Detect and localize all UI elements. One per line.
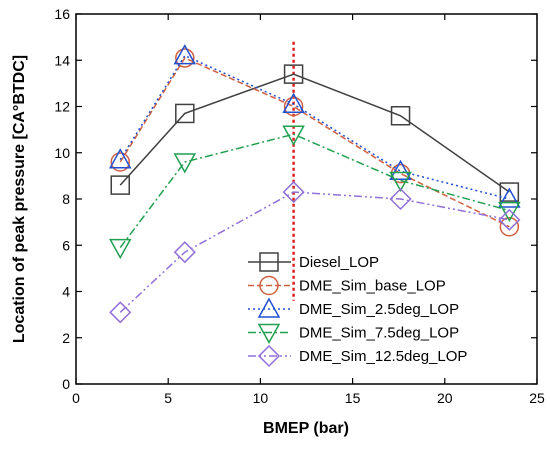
data-point [109, 301, 132, 324]
series-2 [110, 48, 520, 237]
data-point [389, 187, 412, 211]
data-point [175, 103, 195, 124]
x-axis-title: BMEP (bar) [263, 420, 349, 437]
data-point [389, 159, 412, 180]
legend-label: Diesel_LOP [299, 254, 379, 271]
x-tick-label: 5 [164, 390, 172, 406]
legend-label: DME_Sim_base_LOP [299, 278, 446, 295]
series-line [119, 56, 510, 228]
y-tick-label: 16 [54, 6, 70, 22]
data-point [173, 241, 196, 264]
y-axis: 0 2 4 6 8 10 12 14 16 [54, 6, 537, 392]
data-point [282, 125, 305, 146]
data-point [173, 153, 197, 174]
legend-marker [257, 297, 281, 318]
y-tick-label: 0 [62, 376, 70, 392]
series-5 [109, 181, 521, 324]
series-1 [110, 64, 520, 202]
data-point [498, 201, 521, 223]
series-line [119, 191, 510, 313]
x-tick-label: 15 [345, 390, 361, 406]
legend: Diesel_LOP DME_Sim_base_LOP DME_Sim_2.5deg… [248, 252, 467, 368]
y-axis-title: Location of peak pressure [CA°BTDC] [11, 55, 28, 343]
y-tick-label: 6 [62, 237, 70, 253]
series-line [119, 54, 510, 200]
data-point [283, 64, 304, 84]
data-point [108, 148, 132, 169]
series-3 [108, 44, 521, 208]
y-tick-label: 4 [62, 284, 70, 300]
series-line [119, 73, 510, 193]
data-point [389, 171, 412, 193]
data-point [173, 44, 197, 65]
data-point [498, 187, 521, 208]
data-point [498, 208, 521, 231]
data-point [283, 96, 304, 117]
legend-label: DME_Sim_12.5deg_LOP [299, 348, 467, 365]
y-tick-label: 12 [54, 99, 70, 115]
x-tick-label: 10 [253, 390, 269, 406]
series-line [119, 133, 510, 249]
data-point [110, 175, 131, 195]
x-axis: 0 5 10 15 20 25 [72, 14, 545, 406]
data-point [499, 217, 520, 237]
data-point [282, 92, 305, 113]
y-tick-label: 2 [62, 330, 70, 346]
legend-marker [259, 252, 279, 272]
y-tick-label: 14 [54, 52, 70, 68]
legend-label: DME_Sim_2.5deg_LOP [299, 301, 459, 318]
x-tick-label: 20 [437, 390, 453, 406]
x-tick-label: 25 [529, 390, 545, 406]
legend-marker [257, 344, 281, 368]
data-point [175, 48, 195, 68]
x-tick-label: 0 [72, 390, 80, 406]
data-point [282, 181, 305, 204]
legend-marker [259, 275, 279, 296]
data-point [108, 238, 132, 260]
y-tick-label: 8 [62, 191, 70, 207]
legend-marker [257, 323, 281, 345]
data-point [499, 182, 520, 202]
data-point [110, 152, 131, 172]
series-4 [108, 125, 521, 260]
data-point [390, 106, 411, 126]
y-tick-label: 10 [54, 145, 70, 161]
legend-label: DME_Sim_7.5deg_LOP [299, 325, 459, 342]
